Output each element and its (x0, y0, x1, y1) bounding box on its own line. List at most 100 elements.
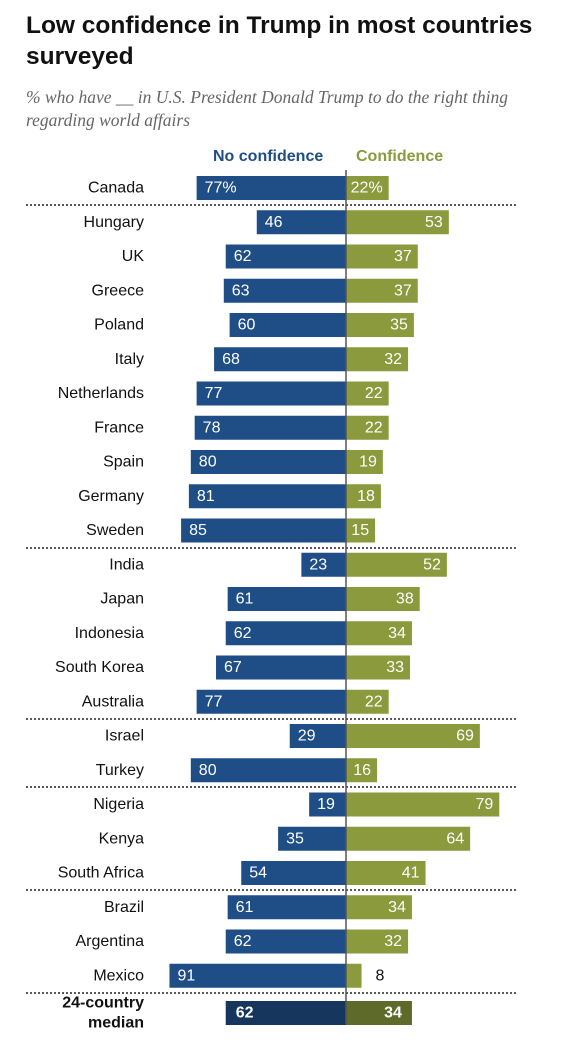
country-label-nigeria: Nigeria (93, 796, 144, 813)
value-confidence-nigeria: 79 (475, 796, 493, 813)
bar-confidence-spain (346, 450, 383, 474)
value-no-confidence-canada: 77% (205, 180, 237, 197)
bar-confidence-canada (346, 176, 389, 200)
bar-no-confidence-india (301, 552, 346, 577)
country-label-poland: Poland (94, 317, 144, 334)
value-confidence-turkey: 16 (353, 762, 371, 779)
value-no-confidence-indonesia: 62 (234, 625, 252, 642)
country-label-greece: Greece (92, 282, 145, 299)
bar-no-confidence-south-korea (216, 655, 346, 680)
value-no-confidence-israel: 29 (298, 728, 316, 745)
bar-no-confidence-median (225, 1001, 346, 1025)
bar-no-confidence-mexico (169, 963, 346, 988)
value-confidence-japan: 38 (396, 591, 414, 608)
bar-no-confidence-south-africa (241, 861, 346, 885)
country-label-canada: Canada (88, 180, 144, 197)
country-label-israel: Israel (105, 728, 144, 745)
value-confidence-kenya: 64 (446, 830, 464, 847)
value-no-confidence-south-korea: 67 (224, 659, 242, 676)
bar-no-confidence-argentina (225, 929, 346, 954)
chart-subtitle: % who have __ in U.S. President Donald T… (26, 87, 509, 130)
value-confidence-spain: 19 (359, 454, 377, 471)
legend-confidence: Confidence (356, 148, 444, 165)
value-no-confidence-median: 62 (236, 1005, 254, 1022)
bar-no-confidence-kenya (278, 826, 346, 851)
chart-title: Low confidence in Trump in most countrie… (26, 12, 533, 70)
country-label-south-korea: South Korea (55, 659, 144, 676)
value-confidence-canada: 22% (351, 180, 383, 197)
country-label-netherlands: Netherlands (58, 385, 144, 402)
value-no-confidence-brazil: 61 (236, 899, 254, 916)
bar-confidence-argentina (346, 929, 409, 954)
country-label-hungary: Hungary (84, 214, 144, 231)
bar-confidence-italy (346, 347, 409, 372)
bar-no-confidence-poland (229, 313, 346, 337)
country-label-spain: Spain (103, 454, 144, 471)
value-confidence-mexico: 8 (376, 967, 385, 984)
country-label-india: India (109, 556, 144, 573)
value-confidence-greece: 37 (394, 282, 412, 299)
value-no-confidence-poland: 60 (238, 317, 256, 334)
bar-no-confidence-greece (223, 278, 346, 303)
country-label-turkey: Turkey (96, 762, 144, 779)
bar-no-confidence-canada (196, 176, 346, 200)
country-label-kenya: Kenya (99, 830, 144, 847)
bar-no-confidence-japan (227, 587, 346, 611)
value-no-confidence-turkey: 80 (199, 762, 217, 779)
value-confidence-india: 52 (423, 556, 441, 573)
bar-no-confidence-australia (196, 689, 346, 714)
bar-confidence-india (346, 552, 447, 577)
bar-confidence-south-africa (346, 861, 426, 885)
value-no-confidence-germany: 81 (197, 488, 215, 505)
bar-no-confidence-nigeria (309, 792, 346, 817)
country-label-italy: Italy (115, 351, 144, 368)
country-label-uk: UK (122, 248, 145, 265)
country-label-sweden: Sweden (86, 522, 144, 539)
country-label-indonesia: Indonesia (75, 625, 144, 642)
country-label-france: France (94, 419, 144, 436)
bar-no-confidence-italy (214, 347, 346, 372)
bar-confidence-germany (346, 484, 381, 509)
value-confidence-italy: 32 (384, 351, 402, 368)
value-no-confidence-hungary: 46 (265, 214, 283, 231)
bar-no-confidence-hungary (256, 210, 346, 235)
legend-no-confidence: No confidence (213, 148, 324, 165)
bar-confidence-nigeria (346, 792, 500, 817)
value-no-confidence-france: 78 (203, 419, 221, 436)
bar-confidence-brazil (346, 895, 412, 920)
value-no-confidence-nigeria: 19 (317, 796, 335, 813)
bar-confidence-poland (346, 313, 414, 337)
bar-confidence-sweden (346, 518, 376, 543)
value-no-confidence-italy: 68 (222, 351, 240, 368)
value-no-confidence-india: 23 (309, 556, 327, 573)
bar-confidence-france (346, 415, 389, 440)
value-confidence-uk: 37 (394, 248, 412, 265)
value-confidence-australia: 22 (365, 693, 383, 710)
value-confidence-brazil: 34 (388, 899, 406, 916)
bar-confidence-japan (346, 587, 420, 611)
bar-confidence-south-korea (346, 655, 411, 680)
value-no-confidence-greece: 63 (232, 282, 250, 299)
bar-confidence-netherlands (346, 381, 389, 406)
value-confidence-hungary: 53 (425, 214, 443, 231)
value-confidence-indonesia: 34 (388, 625, 406, 642)
bar-confidence-australia (346, 689, 389, 714)
bar-no-confidence-turkey (190, 758, 346, 783)
value-confidence-median: 34 (384, 1005, 402, 1022)
bar-no-confidence-uk (225, 244, 346, 269)
bar-no-confidence-israel (289, 724, 346, 748)
bar-confidence-mexico (346, 963, 362, 988)
country-label-australia: Australia (82, 693, 144, 710)
bar-confidence-hungary (346, 210, 449, 235)
country-label-brazil: Brazil (104, 899, 144, 916)
bar-confidence-kenya (346, 826, 471, 851)
median-label-line1: 24-country (62, 995, 144, 1012)
value-no-confidence-japan: 61 (236, 591, 254, 608)
value-confidence-france: 22 (365, 419, 383, 436)
bar-confidence-turkey (346, 758, 378, 783)
value-confidence-argentina: 32 (384, 933, 402, 950)
bar-confidence-indonesia (346, 621, 412, 646)
country-label-south-africa: South Africa (58, 865, 144, 882)
bar-no-confidence-indonesia (225, 621, 346, 646)
